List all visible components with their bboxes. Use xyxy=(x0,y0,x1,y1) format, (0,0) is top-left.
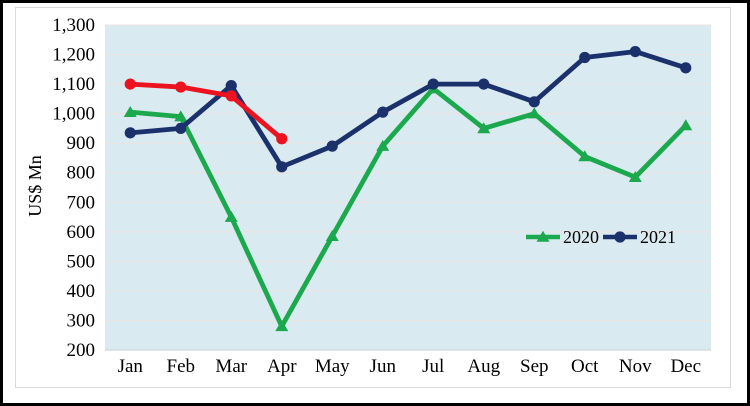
series-2021-marker xyxy=(528,96,540,108)
series-2020-marker xyxy=(174,110,188,122)
y-axis-tick-label: 800 xyxy=(67,163,96,184)
y-axis-tick-label: 300 xyxy=(67,310,96,331)
y-axis-tick-label: 400 xyxy=(67,281,96,302)
series-red-marker xyxy=(175,81,187,93)
series-2020-marker xyxy=(578,150,592,162)
series-2021-marker xyxy=(680,62,692,74)
series-2021-marker xyxy=(579,51,591,64)
series-2021-marker xyxy=(175,122,187,135)
series-2020-marker xyxy=(376,139,390,151)
series-2021-marker xyxy=(478,78,490,90)
series-2021-marker xyxy=(377,106,389,118)
x-axis-tick-label: May xyxy=(315,356,350,377)
y-axis-tick-label: 1,300 xyxy=(52,15,95,36)
series-2021-marker xyxy=(326,140,338,152)
legend-label-2020: 2020 xyxy=(563,227,599,247)
series-2020-marker xyxy=(679,119,693,131)
series-2020-marker xyxy=(224,210,238,222)
x-axis-tick-label: Jan xyxy=(118,356,144,377)
y-axis-tick-label: 1,100 xyxy=(52,74,95,95)
series-2020-marker xyxy=(325,230,339,242)
x-axis-tick-label: Jun xyxy=(370,356,397,377)
y-axis-tick-label: 500 xyxy=(67,251,96,272)
series-2020-marker xyxy=(275,320,289,332)
legend-label-2021: 2021 xyxy=(640,227,676,247)
series-2020-line xyxy=(127,86,689,329)
y-axis-tick-label: 600 xyxy=(67,222,96,243)
series-2020-marker xyxy=(123,105,137,117)
series-2021-marker xyxy=(276,161,288,173)
x-axis-tick-label: Nov xyxy=(619,356,652,377)
x-axis-tick-label: Aug xyxy=(467,356,500,377)
y-axis-tick-label: 200 xyxy=(67,340,96,361)
x-axis-tick-label: Sep xyxy=(520,356,549,377)
series-2020-marker xyxy=(628,170,642,182)
y-axis-tick-label: 900 xyxy=(67,133,96,154)
y-axis-tick-label: 1,200 xyxy=(52,45,95,66)
series-2021-marker xyxy=(427,78,439,90)
x-axis-tick-label: Jul xyxy=(422,356,444,377)
legend-marker-2020 xyxy=(536,230,550,242)
series-2021-marker xyxy=(124,127,136,139)
plot-area xyxy=(105,25,711,350)
x-axis-tick-label: Apr xyxy=(267,356,297,377)
x-axis-tick-label: Mar xyxy=(215,356,247,377)
y-axis-title: US$ Mn xyxy=(25,155,45,217)
series-red-marker xyxy=(225,90,237,102)
series-red-marker xyxy=(124,78,136,90)
series-2020-marker xyxy=(477,122,491,134)
series-red-line xyxy=(127,81,285,142)
x-axis-tick-label: Oct xyxy=(571,356,599,377)
series-red-marker xyxy=(276,133,288,145)
y-axis-tick-label: 700 xyxy=(67,192,96,213)
x-axis-tick-label: Feb xyxy=(167,356,196,377)
y-axis-tick-label: 1,000 xyxy=(52,104,95,125)
x-axis-tick-label: Dec xyxy=(670,356,701,377)
series-2020-marker xyxy=(527,107,541,119)
line-chart: 200 300 400 500 600 700 800 900 1,000 1,100 1,200 1… xyxy=(25,15,711,377)
series-2021-marker xyxy=(225,79,237,92)
chart-canvas: 200 300 400 500 600 700 800 900 1,000 1,100 1,200 1… xyxy=(3,3,747,403)
legend-marker-2021 xyxy=(614,231,626,243)
series-2021-marker xyxy=(629,45,641,58)
